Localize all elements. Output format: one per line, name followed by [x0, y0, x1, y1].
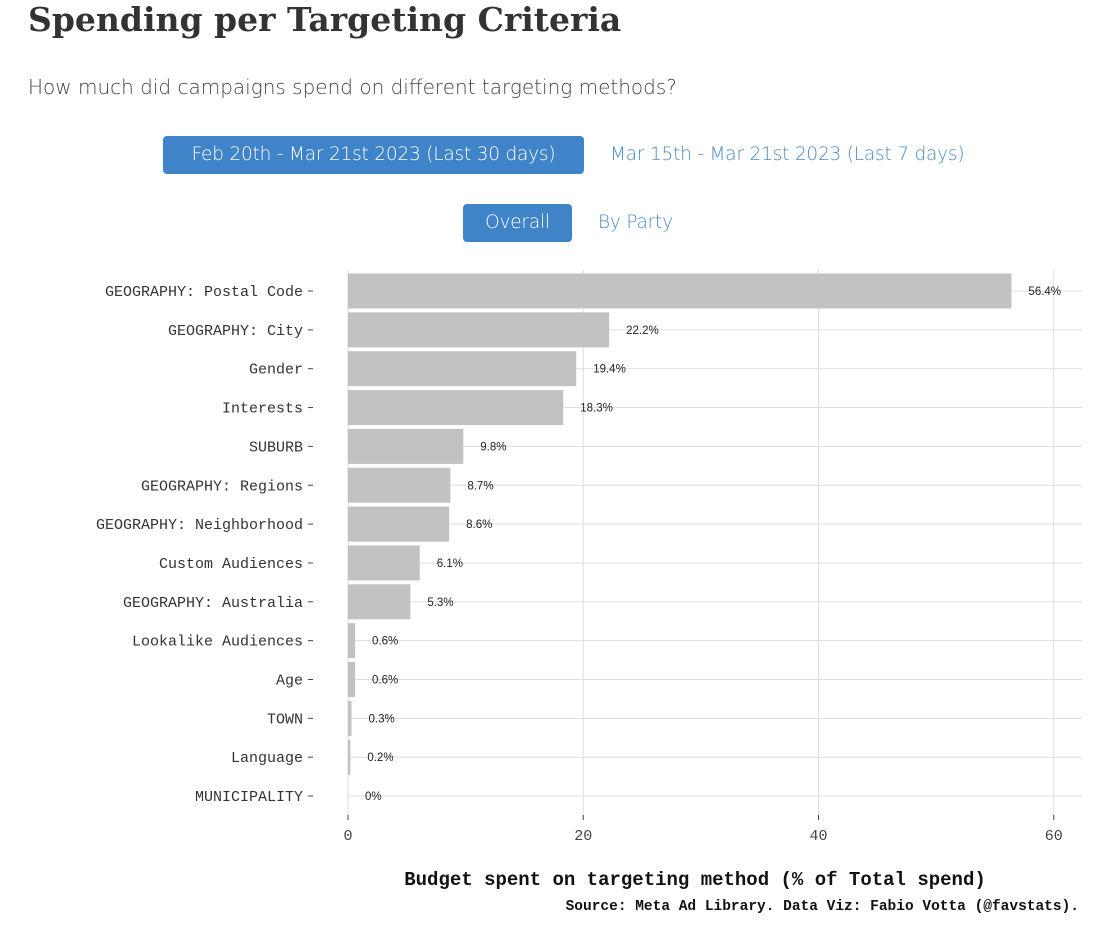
view-tabs: Overall By Party [463, 204, 673, 242]
data-label: 0% [365, 791, 382, 803]
data-label: 56.4% [1028, 286, 1061, 298]
data-label: 0.6% [372, 636, 398, 648]
tab-last-30-days[interactable]: Feb 20th - Mar 21st 2023 (Last 30 days) [163, 136, 584, 174]
category-label: Custom Audiences [159, 556, 303, 573]
data-label: 9.8% [480, 441, 506, 453]
tab-by-party[interactable]: By Party [598, 212, 673, 233]
category-label: MUNICIPALITY [195, 789, 303, 806]
category-label: Language [231, 750, 303, 767]
bar [348, 545, 420, 581]
data-label: 6.1% [437, 558, 463, 570]
data-label: 18.3% [580, 403, 613, 415]
x-tick-label: 40 [810, 828, 828, 845]
data-label: 0.3% [369, 713, 395, 725]
page-subtitle: How much did campaigns spend on differen… [28, 75, 677, 99]
category-label: Gender [249, 362, 303, 379]
category-label: TOWN [267, 711, 303, 728]
bar [348, 506, 450, 542]
data-label: 5.3% [427, 597, 453, 609]
category-label: Lookalike Audiences [132, 634, 303, 651]
category-label: GEOGRAPHY: Neighborhood [96, 517, 303, 534]
bar [348, 584, 411, 620]
category-label: GEOGRAPHY: Postal Code [105, 284, 303, 301]
bar [348, 428, 464, 464]
category-label: Interests [222, 401, 303, 418]
category-label: SUBURB [249, 439, 303, 456]
tab-overall[interactable]: Overall [463, 204, 572, 242]
bar [348, 739, 351, 775]
data-label: 19.4% [593, 364, 626, 376]
chart-caption: Source: Meta Ad Library. Data Viz: Fabio… [566, 899, 1079, 915]
category-label: GEOGRAPHY: Australia [123, 595, 303, 612]
x-tick-label: 20 [574, 828, 592, 845]
data-label: 22.2% [626, 325, 659, 337]
bar [348, 662, 356, 697]
x-tick-label: 60 [1045, 828, 1063, 845]
bar [348, 467, 451, 503]
bar [348, 700, 352, 736]
chart-labels: 0 20 40 60 GEOGRAPHY: Postal Code 56.4% GEOGRA… [96, 284, 1063, 845]
category-label: GEOGRAPHY: City [168, 323, 303, 340]
x-axis-title: Budget spent on targeting method (% of T… [404, 869, 986, 891]
bar [348, 312, 610, 348]
category-label: GEOGRAPHY: Regions [141, 478, 303, 495]
bar [348, 623, 356, 659]
chart-bars [348, 273, 1012, 775]
page-title: Spending per Targeting Criteria [28, 0, 622, 39]
x-tick-label: 0 [343, 828, 352, 845]
data-label: 8.7% [467, 480, 493, 492]
bar [348, 390, 564, 426]
category-label: Age [276, 673, 303, 690]
bar [348, 273, 1012, 309]
date-range-tabs: Feb 20th - Mar 21st 2023 (Last 30 days) … [163, 136, 965, 174]
data-label: 8.6% [466, 519, 492, 531]
data-label: 0.2% [367, 752, 393, 764]
tab-last-7-days[interactable]: Mar 15th - Mar 21st 2023 (Last 7 days) [610, 144, 965, 165]
data-label: 0.6% [372, 675, 398, 687]
bar [348, 351, 577, 387]
